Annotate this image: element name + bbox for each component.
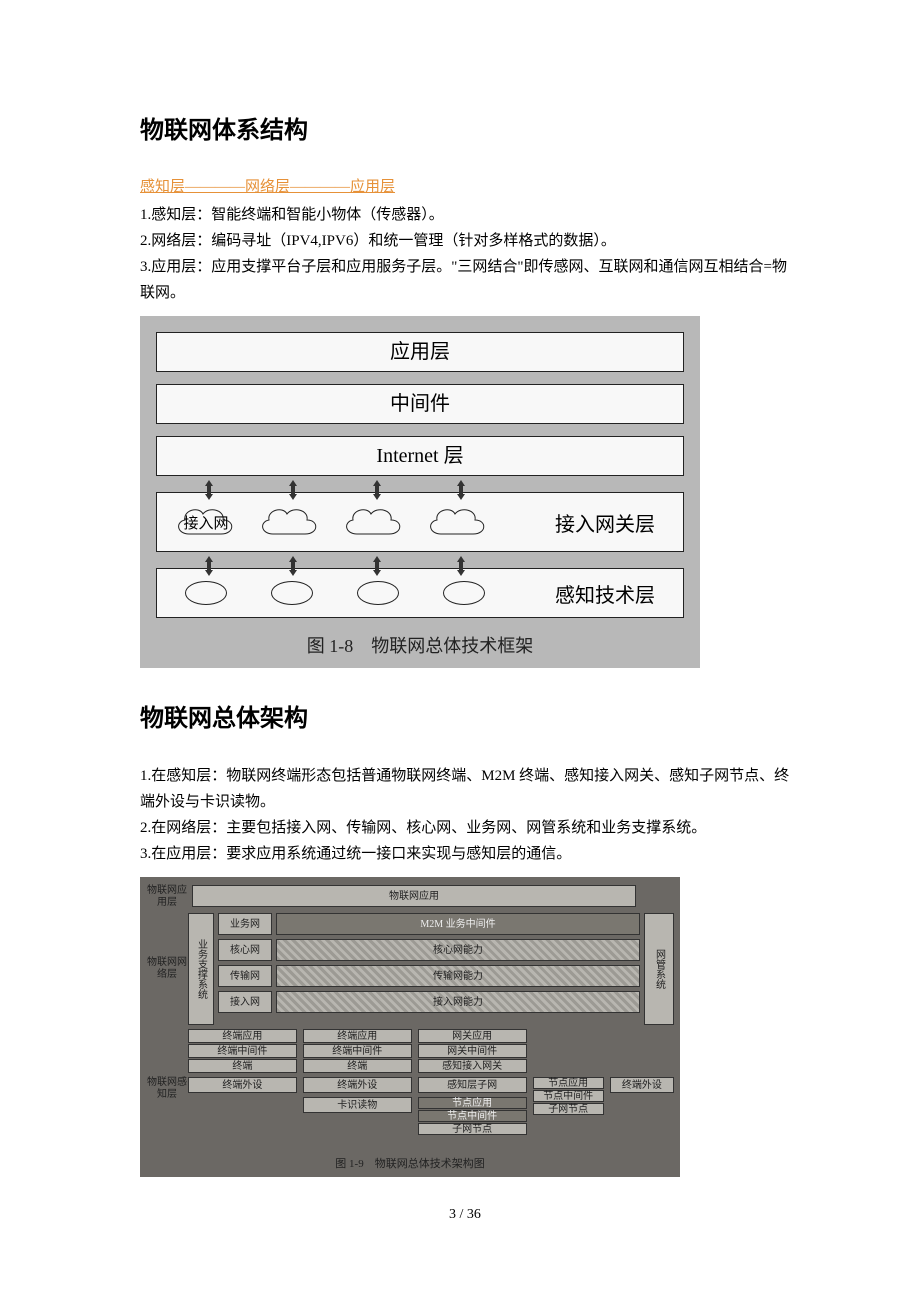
fig19-term-periph2: 终端外设 xyxy=(303,1077,412,1093)
fig18-oval-4 xyxy=(443,581,485,605)
fig19-node-app2: 节点应用 xyxy=(418,1097,527,1109)
fig19-app-row: 物联网应用 xyxy=(192,885,636,907)
fig19-gw-app: 网关应用 xyxy=(418,1029,527,1043)
fig18-layer-internet: Internet 层 xyxy=(156,436,684,476)
fig19-m2m: M2M 业务中间件 xyxy=(276,913,640,935)
fig19-subnet: 感知层子网 xyxy=(418,1077,527,1093)
fig18-layer-app: 应用层 xyxy=(156,332,684,372)
fig19-term-periph1: 终端外设 xyxy=(188,1077,297,1093)
section2-p1: 1.在感知层：物联网终端形态包括普通物联网终端、M2M 终端、感知接入网关、感知… xyxy=(140,763,790,815)
section2-p2: 2.在网络层：主要包括接入网、传输网、核心网、业务网、网管系统和业务支撑系统。 xyxy=(140,815,790,841)
fig19-term-mid1: 终端中间件 xyxy=(188,1044,297,1058)
section1-subtitle: 感知层————网络层————应用层 xyxy=(140,175,790,196)
fig19-term-app2: 终端应用 xyxy=(303,1029,412,1043)
fig18-cloud-1: 接入网 xyxy=(171,500,241,544)
fig18-oval-1 xyxy=(185,581,227,605)
fig18-arrows-bottom xyxy=(156,556,684,576)
section2-title: 物联网总体架构 xyxy=(140,698,790,733)
fig19-term1: 终端 xyxy=(188,1059,297,1073)
fig19-node-mid1: 节点中间件 xyxy=(533,1090,604,1102)
fig18-arrows-top xyxy=(156,480,684,500)
fig19-term-app1: 终端应用 xyxy=(188,1029,297,1043)
section1-p1: 1.感知层：智能终端和智能小物体（传感器）。 xyxy=(140,202,790,228)
section1-title: 物联网体系结构 xyxy=(140,110,790,145)
fig19-mgmt: 网管系统 xyxy=(644,913,674,1025)
fig18-oval-3 xyxy=(357,581,399,605)
fig18-cloud-2 xyxy=(255,500,325,544)
fig18-layer-middleware: 中间件 xyxy=(156,384,684,424)
fig19-transnet: 传输网 xyxy=(218,965,272,987)
fig19-left-app: 物联网应用层 xyxy=(146,885,188,909)
fig19-accessnet: 接入网 xyxy=(218,991,272,1013)
fig19-gw: 感知接入网关 xyxy=(418,1059,527,1073)
fig18-caption: 图 1-8 物联网总体技术框架 xyxy=(156,632,684,658)
fig19-transcap: 传输网能力 xyxy=(276,965,640,987)
section1-p3: 3.应用层：应用支撑平台子层和应用服务子层。"三网结合"即传感网、互联网和通信网… xyxy=(140,254,790,306)
page-number: 3 / 36 xyxy=(140,1207,790,1223)
fig19-accesscap: 接入网能力 xyxy=(276,991,640,1013)
fig19-node2: 子网节点 xyxy=(418,1123,527,1135)
fig19-node1: 子网节点 xyxy=(533,1103,604,1115)
fig19-gw-mid: 网关中间件 xyxy=(418,1044,527,1058)
fig18-cloud-4 xyxy=(423,500,493,544)
fig19-corecap: 核心网能力 xyxy=(276,939,640,961)
fig19-left-per: 物联网感知层 xyxy=(146,1029,188,1149)
fig19-term2: 终端 xyxy=(303,1059,412,1073)
fig19-caption: 图 1-9 物联网总体技术架构图 xyxy=(146,1155,674,1171)
figure-1-8: 应用层 中间件 Internet 层 接入网 接入网关层 xyxy=(140,316,700,668)
fig18-oval-2 xyxy=(271,581,313,605)
fig18-cloud-3 xyxy=(339,500,409,544)
fig19-left-net: 物联网网络层 xyxy=(146,913,188,1025)
fig19-node-app1: 节点应用 xyxy=(533,1077,604,1089)
section1-p2: 2.网络层：编码寻址（IPV4,IPV6）和统一管理（针对多样格式的数据）。 xyxy=(140,228,790,254)
fig19-term-mid2: 终端中间件 xyxy=(303,1044,412,1058)
fig19-term-periph3: 终端外设 xyxy=(610,1077,674,1093)
fig19-card-reader: 卡识读物 xyxy=(303,1097,412,1113)
fig19-support: 业务支撑系统 xyxy=(188,913,214,1025)
fig18-gateway-row: 接入网 接入网关层 xyxy=(156,492,684,552)
section2-p3: 3.在应用层：要求应用系统通过统一接口来实现与感知层的通信。 xyxy=(140,841,790,867)
fig19-biznet: 业务网 xyxy=(218,913,272,935)
fig18-perception-label: 感知技术层 xyxy=(555,579,655,608)
figure-1-9: 物联网应用层 物联网应用 物联网网络层 业务支撑系统 业务网 M2M 业务中间件… xyxy=(140,877,680,1177)
fig19-node-mid2: 节点中间件 xyxy=(418,1110,527,1122)
fig18-gateway-label: 接入网关层 xyxy=(555,508,655,537)
fig19-corenet: 核心网 xyxy=(218,939,272,961)
